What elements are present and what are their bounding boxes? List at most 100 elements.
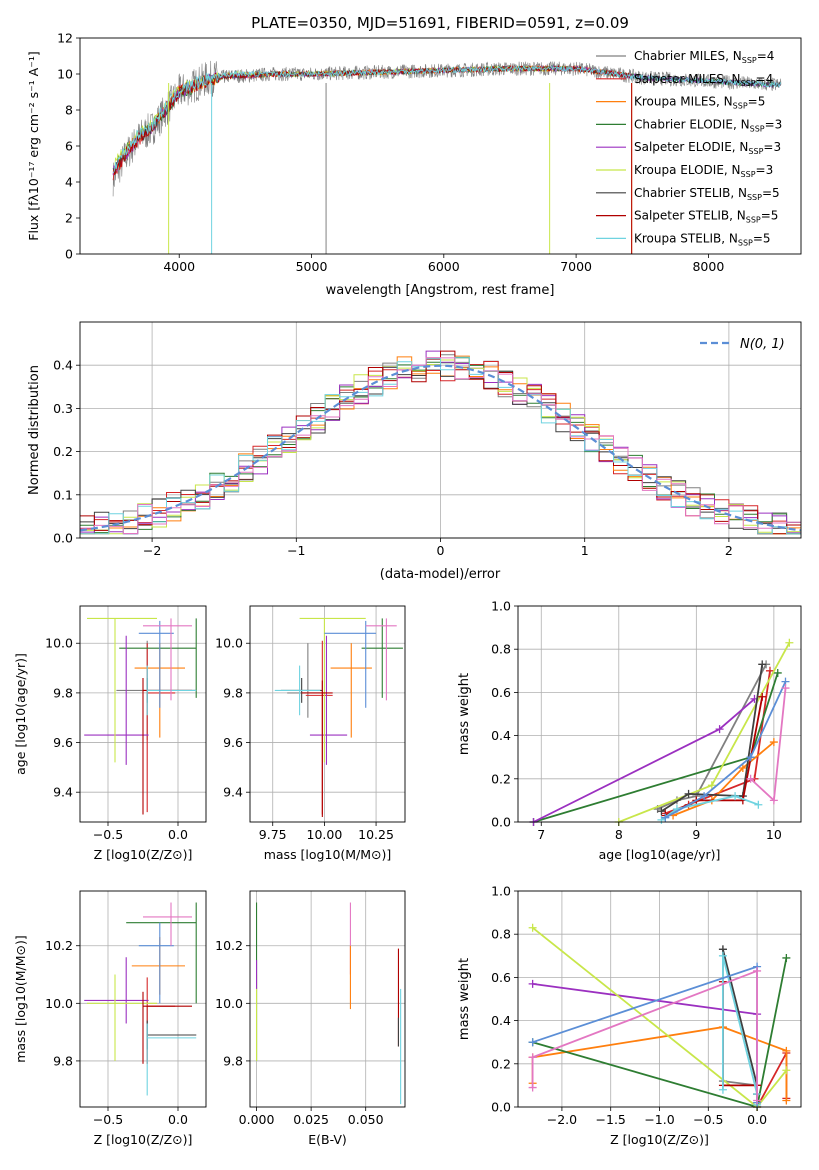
weight-marker bbox=[731, 792, 740, 801]
x-tick-label: 8 bbox=[615, 827, 623, 842]
x-axis-label: mass [log10(M/M⊙)] bbox=[264, 847, 392, 862]
x-tick-label: 8000 bbox=[692, 259, 724, 274]
weight-marker bbox=[684, 789, 693, 798]
legend-label: N(0, 1) bbox=[740, 337, 785, 352]
weight-line bbox=[657, 663, 767, 810]
weight-marker bbox=[758, 660, 767, 669]
axes-ticks: 4000 5000 6000 7000 8000 0 2 4 6 8 10 12 bbox=[57, 31, 724, 275]
x-tick-label: 0.000 bbox=[239, 1112, 275, 1127]
y-tick-label: 0.6 bbox=[491, 970, 511, 985]
y-tick-label: 10.2 bbox=[215, 938, 243, 953]
y-tick-label: 10.2 bbox=[45, 938, 73, 953]
axes-frame bbox=[79, 605, 207, 823]
y-tick-label: 0.0 bbox=[53, 531, 73, 546]
mass-vs-ebv-panel: 0.000 0.025 0.050 9.8 10.0 10.2 E(B-V) bbox=[215, 890, 406, 1147]
error-bars bbox=[84, 617, 197, 815]
x-tick-label: 6000 bbox=[428, 259, 460, 274]
y-tick-label: 9.4 bbox=[53, 785, 73, 800]
y-axis-label: age [log10(age/yr)] bbox=[13, 653, 28, 775]
y-tick-label: 9.6 bbox=[53, 735, 73, 750]
weight-marker bbox=[769, 796, 778, 805]
weight-line bbox=[531, 969, 758, 1101]
y-tick-label: 0.2 bbox=[491, 771, 511, 786]
axes-ticks: 7 8 9 10 0.0 0.2 0.4 0.6 0.8 1.0 bbox=[491, 599, 782, 843]
x-axis-label: Z [log10(Z/Z⊙)] bbox=[94, 847, 193, 862]
y-tick-label: 10 bbox=[57, 67, 73, 82]
weight-marker bbox=[753, 966, 762, 975]
x-tick-label: −2.0 bbox=[547, 1112, 577, 1127]
y-tick-label: 1.0 bbox=[491, 884, 511, 899]
axes-frame bbox=[79, 321, 802, 539]
weight-marker bbox=[746, 753, 755, 762]
weight-marker bbox=[718, 1085, 727, 1094]
y-axis-label: mass [log10(M/M⊙)] bbox=[13, 935, 28, 1063]
y-tick-label: 0.0 bbox=[491, 815, 511, 830]
y-tick-label: 9.8 bbox=[53, 685, 73, 700]
weight-marker bbox=[769, 738, 778, 747]
y-tick-label: 0 bbox=[65, 247, 73, 262]
legend-label: Kroupa ELODIE, NSSP=3 bbox=[634, 163, 773, 179]
histograms bbox=[79, 350, 802, 535]
axes-frame bbox=[79, 37, 802, 255]
weight-marker bbox=[718, 951, 727, 960]
weight-marker bbox=[738, 764, 747, 772]
x-tick-label: −0.5 bbox=[693, 1112, 723, 1127]
grid bbox=[250, 891, 405, 1107]
x-tick-label: 9 bbox=[692, 827, 700, 842]
spectrum-line bbox=[112, 65, 550, 171]
weight-vs-age-panel: 7 8 9 10 0.0 0.2 0.4 0.6 0.8 1.0 age [log10(age/yr… bbox=[457, 599, 802, 862]
spectrum-panel: 4000 5000 6000 7000 8000 0 2 4 6 8 10 12 wavelength … bbox=[26, 31, 802, 298]
y-tick-label: 10.0 bbox=[215, 636, 243, 651]
y-tick-label: 10.0 bbox=[215, 996, 243, 1011]
y-tick-label: 0.1 bbox=[53, 487, 73, 502]
y-tick-label: 0.4 bbox=[491, 1013, 511, 1028]
legend-label: Salpeter ELODIE, NSSP=3 bbox=[634, 140, 781, 156]
weight-marker bbox=[528, 1053, 537, 1062]
weight-line bbox=[660, 664, 764, 812]
x-tick-label: −2 bbox=[143, 543, 161, 558]
axes-ticks: −2.0 −1.5 −1.0 −0.5 0.0 0.0 0.2 0.4 0.6 0.8 1.0 bbox=[491, 884, 767, 1128]
weight-marker bbox=[700, 792, 709, 801]
y-tick-label: 12 bbox=[57, 31, 73, 46]
plot-area bbox=[84, 902, 197, 1096]
normal-curve bbox=[79, 364, 802, 532]
x-tick-label: 10.00 bbox=[307, 827, 343, 842]
weight-marker bbox=[782, 1066, 791, 1075]
x-tick-label: 7000 bbox=[560, 259, 592, 274]
x-tick-label: 10 bbox=[766, 827, 782, 842]
x-tick-label: 0.050 bbox=[348, 1112, 384, 1127]
weight-marker bbox=[715, 725, 724, 734]
x-axis-label: wavelength [Angstrom, rest frame] bbox=[326, 283, 555, 298]
x-tick-label: 0 bbox=[437, 543, 445, 558]
axes-ticks: −2 −1 0 1 2 0.0 0.1 0.2 0.3 0.4 bbox=[53, 358, 733, 558]
y-tick-label: 0.3 bbox=[53, 401, 73, 416]
y-tick-label: 8 bbox=[65, 103, 73, 118]
spectrum-line bbox=[112, 64, 781, 174]
plot-area bbox=[529, 638, 794, 826]
x-tick-label: 0.0 bbox=[168, 1112, 188, 1127]
plot-area bbox=[112, 60, 782, 254]
x-tick-label: −1.5 bbox=[596, 1112, 626, 1127]
axes-ticks: 0.000 0.025 0.050 9.8 10.0 10.2 bbox=[215, 938, 383, 1127]
legend-label: Kroupa STELIB, NSSP=5 bbox=[634, 231, 771, 247]
x-tick-label: 0.0 bbox=[747, 1112, 767, 1127]
x-tick-label: 4000 bbox=[163, 259, 195, 274]
x-axis-label: (data-model)/error bbox=[380, 567, 501, 582]
y-tick-label: 0.6 bbox=[491, 685, 511, 700]
x-tick-label: −0.5 bbox=[93, 827, 123, 842]
weight-marker bbox=[782, 953, 791, 962]
age-vs-Z-panel: −0.5 0.0 9.4 9.6 9.8 10.0 Z [log10(Z/Z⊙)] age [… bbox=[13, 605, 207, 862]
y-tick-label: 6 bbox=[65, 139, 73, 154]
y-tick-label: 0.4 bbox=[53, 358, 73, 373]
y-tick-label: 0.2 bbox=[491, 1056, 511, 1071]
axes-frame bbox=[79, 890, 207, 1108]
x-tick-label: 10.25 bbox=[358, 827, 394, 842]
age-vs-mass-panel: 9.75 10.00 10.25 9.4 9.6 9.8 10.0 mass [log10(M… bbox=[215, 605, 406, 862]
x-tick-label: −1 bbox=[287, 543, 305, 558]
y-tick-label: 0.8 bbox=[491, 642, 511, 657]
weight-marker bbox=[528, 923, 537, 932]
plot-area bbox=[79, 350, 802, 535]
x-tick-label: −0.5 bbox=[93, 1112, 123, 1127]
plot-area bbox=[84, 617, 197, 815]
